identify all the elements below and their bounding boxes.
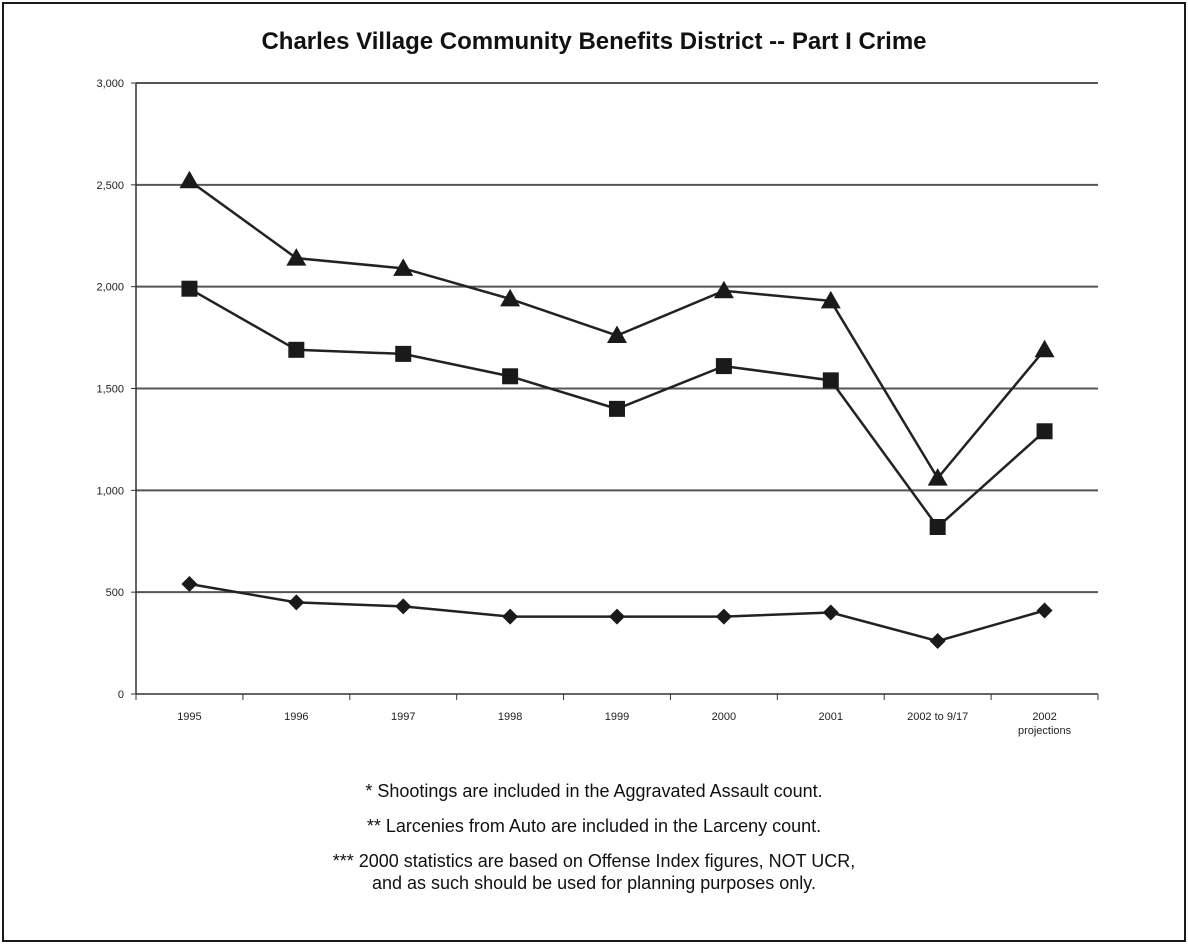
footnote-shootings: * Shootings are included in the Aggravat… bbox=[365, 781, 823, 801]
y-tick-label: 500 bbox=[106, 587, 124, 599]
diamond-marker bbox=[395, 598, 412, 615]
x-tick-label: 2000 bbox=[712, 711, 736, 723]
square-marker bbox=[395, 345, 412, 362]
triangle-marker bbox=[286, 248, 307, 266]
x-tick-label: 1997 bbox=[391, 711, 415, 723]
diamond-marker bbox=[288, 594, 305, 611]
triangle-marker bbox=[393, 258, 414, 276]
diamond-marker bbox=[929, 633, 946, 650]
square-marker bbox=[502, 368, 519, 385]
triangle-marker bbox=[500, 288, 521, 307]
footnote-statistics-line2: and as such should be used for planning … bbox=[372, 873, 816, 893]
footnotes: * Shootings are included in the Aggravat… bbox=[0, 780, 1188, 894]
diamond-marker bbox=[822, 604, 839, 621]
triangle-marker bbox=[713, 280, 734, 299]
triangle-marker bbox=[927, 468, 948, 486]
y-tick-label: 1,500 bbox=[96, 384, 124, 396]
x-tick-label: 1999 bbox=[605, 711, 629, 723]
square-marker bbox=[181, 280, 198, 297]
x-tick-label: 1996 bbox=[284, 711, 308, 723]
square-marker bbox=[715, 358, 732, 375]
diamond-marker bbox=[181, 576, 198, 593]
y-tick-label: 0 bbox=[118, 689, 124, 701]
square-marker bbox=[609, 400, 625, 417]
y-tick-label: 2,000 bbox=[96, 282, 124, 294]
triangle-marker bbox=[820, 290, 841, 309]
x-tick-label: 1995 bbox=[177, 711, 201, 723]
diamond-marker bbox=[502, 608, 519, 625]
triangle-marker bbox=[1034, 339, 1055, 358]
square-marker bbox=[288, 341, 305, 358]
x-tick-label: 2002 to 9/17 bbox=[907, 711, 968, 723]
diamond-marker bbox=[715, 608, 732, 625]
x-tick-label: 1998 bbox=[498, 711, 522, 723]
diamond-marker bbox=[609, 608, 625, 625]
footnote-statistics: *** 2000 statistics are based on Offense… bbox=[0, 850, 1188, 894]
footnote-larcenies: ** Larcenies from Auto are included in t… bbox=[366, 816, 822, 836]
footnote-statistics-line1: *** 2000 statistics are based on Offense… bbox=[332, 851, 856, 871]
diamond-marker bbox=[1036, 602, 1053, 619]
x-tick-label: 2002 bbox=[1032, 711, 1056, 723]
triangle-marker bbox=[607, 325, 627, 344]
y-tick-label: 1,000 bbox=[96, 485, 124, 497]
triangle-marker bbox=[179, 170, 200, 189]
square-marker bbox=[929, 518, 946, 535]
y-tick-label: 2,500 bbox=[96, 180, 124, 192]
square-marker bbox=[1036, 423, 1053, 440]
chart-title: Charles Village Community Benefits Distr… bbox=[261, 28, 927, 55]
x-tick-label: 2001 bbox=[819, 711, 843, 723]
y-tick-label: 3,000 bbox=[96, 78, 124, 90]
square-marker bbox=[822, 372, 839, 389]
x-tick-label: projections bbox=[1018, 725, 1072, 737]
